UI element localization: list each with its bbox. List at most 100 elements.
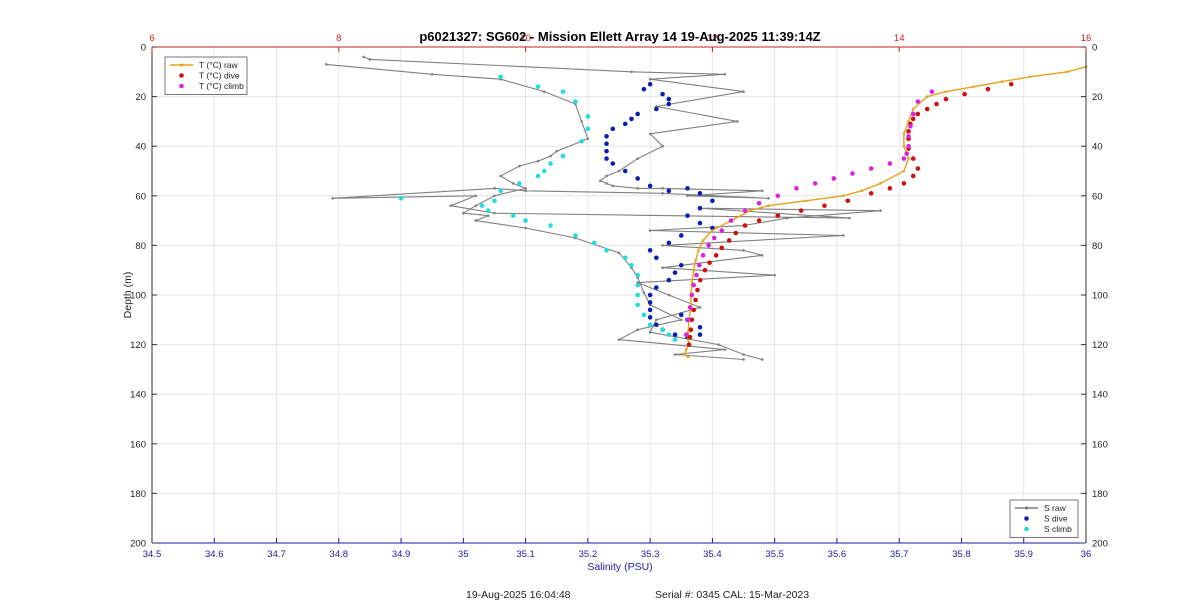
- series-1-vertex-26: [679, 318, 683, 322]
- y-tick-label-right-7: 140: [1092, 390, 1108, 401]
- legend-temperature-swatch-marker-0: [179, 63, 184, 67]
- series-3-point-8: [548, 161, 553, 166]
- series-4-vertex-13: [879, 182, 882, 185]
- series-0-vertex-28: [848, 216, 851, 220]
- series-1-vertex-14: [493, 194, 496, 198]
- series-3-point-4: [585, 114, 591, 119]
- series-3-point-2: [560, 89, 566, 94]
- series-6-point-12: [812, 181, 818, 186]
- series-0-vertex-5: [742, 90, 745, 93]
- legend-salinity-label-2: S climb: [1044, 524, 1072, 534]
- x-tick-label-0: 34.5: [143, 549, 162, 560]
- series-0-vertex-7: [736, 120, 739, 123]
- series-5-point-21: [775, 213, 781, 218]
- series-5-point-34: [689, 317, 695, 323]
- series-1-vertex-12: [511, 182, 515, 185]
- chart-title: p6021327: SG602 - Mission Ellett Array 1…: [419, 29, 820, 44]
- x-tick-label-7: 35.2: [579, 549, 598, 560]
- series-5-point-4: [934, 101, 939, 107]
- series-2-point-8: [622, 121, 628, 127]
- series-0-vertex-22: [524, 189, 527, 193]
- series-0-vertex-20: [767, 196, 770, 200]
- series-3-point-9: [541, 168, 547, 174]
- series-5-point-24: [733, 230, 739, 236]
- x-tick-label-1: 34.6: [205, 549, 224, 560]
- series-4-vertex-17: [767, 204, 770, 208]
- legend-temperature-box: [164, 56, 248, 95]
- y-tick-label-right-4: 80: [1092, 241, 1103, 252]
- series-4-vertex-12: [902, 169, 906, 173]
- series-6-point-25: [689, 292, 695, 298]
- series-2-point-24: [697, 220, 703, 226]
- series-3-point-32: [666, 332, 672, 337]
- legend-salinity-swatch-marker-0: [1024, 506, 1029, 510]
- series-0: [331, 55, 882, 361]
- series-2-point-26: [678, 233, 684, 238]
- series-0-vertex-0: [362, 55, 366, 59]
- series-6-point-20: [706, 243, 711, 248]
- series-5-point-26: [719, 245, 725, 251]
- series-4-vertex-20: [711, 229, 714, 232]
- x-tick-label-9: 35.4: [703, 549, 722, 560]
- series-2-point-43: [697, 324, 703, 330]
- series-0-vertex-2: [630, 70, 633, 74]
- series-0-vertex-24: [331, 196, 334, 200]
- series-2-point-7: [629, 116, 634, 122]
- y-tick-label-left-2: 40: [135, 142, 146, 153]
- series-0-vertex-35: [661, 244, 664, 247]
- series-4-vertex-9: [902, 132, 906, 136]
- series-5-point-3: [943, 96, 949, 102]
- x-tick-label-6: 35.1: [516, 549, 535, 560]
- series-6-point-17: [728, 218, 734, 223]
- series-6-point-15: [756, 200, 762, 206]
- top-tick-label-1: 8: [336, 33, 341, 44]
- series-4-vertex-7: [911, 107, 915, 111]
- series-1-vertex-1: [430, 72, 434, 76]
- data-series: [325, 55, 1088, 361]
- series-0-vertex-4: [648, 77, 652, 81]
- series-2-point-32: [666, 277, 672, 283]
- series-0-vertex-3: [723, 72, 727, 76]
- series-1-vertex-6: [586, 137, 590, 141]
- y-tick-label-left-7: 140: [130, 390, 146, 401]
- series-5-point-35: [688, 327, 694, 333]
- series-4-vertex-1: [1066, 70, 1069, 74]
- series-2-point-18: [666, 188, 672, 194]
- series-0-vertex-23: [493, 187, 496, 190]
- series-5-point-19: [822, 203, 827, 209]
- series-2-point-35: [647, 300, 653, 305]
- series-0-vertex-30: [879, 209, 882, 212]
- y-tick-label-right-10: 200: [1092, 539, 1108, 550]
- series-line-1: [326, 63, 744, 361]
- series-0-vertex-14: [605, 182, 608, 185]
- series-2-point-33: [654, 285, 659, 290]
- series-6-point-24: [691, 282, 697, 288]
- series-2-point-22: [697, 205, 703, 211]
- x-tick-label-2: 34.7: [267, 549, 286, 560]
- series-2-point-45: [678, 312, 684, 318]
- series-3-point-10: [535, 173, 541, 179]
- series-3-point-22: [604, 248, 609, 253]
- series-1-vertex-9: [536, 159, 540, 163]
- series-5-point-5: [924, 106, 930, 112]
- series-2-point-5: [654, 106, 659, 112]
- series-0-vertex-41: [667, 293, 671, 297]
- series-1-vertex-10: [518, 164, 521, 168]
- series-5-point-15: [901, 181, 907, 186]
- series-4-vertex-22: [697, 249, 700, 252]
- series-2-point-36: [647, 307, 653, 313]
- series-5-point-20: [798, 208, 804, 213]
- series-6-point-8: [887, 161, 893, 166]
- series-3-point-28: [635, 302, 640, 308]
- series-6-point-10: [850, 171, 855, 176]
- series-1-vertex-7: [555, 149, 559, 153]
- legend-temperature-swatch-dot-1: [179, 73, 184, 78]
- y-tick-label-left-5: 100: [130, 291, 146, 302]
- y-tick-label-right-1: 20: [1092, 92, 1103, 103]
- series-1-vertex-18: [474, 219, 478, 222]
- series-2-point-42: [697, 332, 703, 337]
- series-0-vertex-37: [760, 254, 764, 257]
- series-2: [604, 81, 715, 340]
